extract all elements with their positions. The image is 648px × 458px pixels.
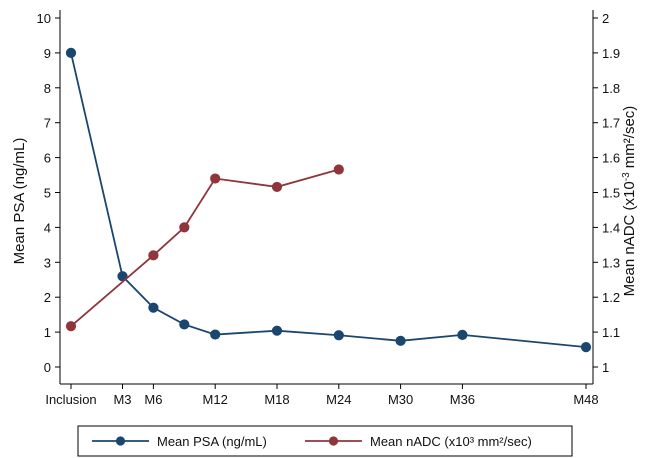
y-right-tick-label: 1 bbox=[602, 360, 609, 375]
y-left-tick-label: 2 bbox=[44, 290, 51, 305]
x-tick-label: M3 bbox=[113, 392, 131, 407]
y-left-tick-label: 4 bbox=[44, 220, 51, 235]
x-tick-label: M36 bbox=[450, 392, 475, 407]
y-right-tick-label: 1.8 bbox=[602, 81, 620, 96]
y-left-tick-label: 3 bbox=[44, 255, 51, 270]
data-point-psa bbox=[271, 325, 283, 336]
y-right-tick-label: 1.2 bbox=[602, 290, 620, 305]
data-point-psa bbox=[395, 335, 406, 346]
y-right-axis-title-main: Mean nADC (x10 bbox=[621, 181, 638, 296]
data-point-nadc bbox=[148, 250, 159, 261]
x-tick-label: M12 bbox=[203, 392, 228, 407]
x-tick-label: M30 bbox=[388, 392, 413, 407]
y-right-tick-label: 1.1 bbox=[602, 325, 620, 340]
y-right-tick-label: 1.6 bbox=[602, 151, 620, 166]
data-point-psa bbox=[179, 319, 190, 330]
x-tick-label: M48 bbox=[573, 392, 598, 407]
y-left-tick-label: 1 bbox=[44, 325, 51, 340]
y-left-tick-label: 0 bbox=[44, 360, 51, 375]
y-right-tick-label: 1.7 bbox=[602, 116, 620, 131]
y-right-tick-label: 2 bbox=[602, 11, 609, 26]
data-point-psa bbox=[210, 329, 221, 340]
chart-axes: 0 1 2 3 4 5 6 7 8 9 10 1 1.1 1.2 1.3 1.4 1.5 1.6 1.7 1.8 1.9… bbox=[11, 10, 638, 407]
series-line-psa bbox=[70, 52, 587, 349]
y-right-axis-title-sup: -3 bbox=[621, 172, 632, 181]
data-point-psa bbox=[457, 329, 468, 340]
x-tick-label: Inclusion bbox=[45, 392, 96, 407]
y-right-tick-label: 1.3 bbox=[602, 255, 620, 270]
x-tick-label: M6 bbox=[144, 392, 162, 407]
y-left-tick-label: 10 bbox=[37, 11, 51, 26]
chart-legend: Mean PSA (ng/mL) Mean nADC (x10³ mm²/sec) bbox=[77, 425, 573, 457]
legend-label: Mean nADC (x10³ mm²/sec) bbox=[370, 434, 532, 449]
data-point-nadc bbox=[333, 164, 344, 175]
y-right-tick-label: 1.5 bbox=[602, 186, 620, 201]
y-left-tick-label: 8 bbox=[44, 81, 51, 96]
y-left-tick-label: 9 bbox=[44, 46, 51, 61]
data-point-psa bbox=[148, 302, 159, 313]
x-tick-label: M18 bbox=[264, 392, 289, 407]
chart-series bbox=[65, 47, 592, 353]
y-left-tick-label: 6 bbox=[44, 151, 51, 166]
y-left-tick-label: 5 bbox=[44, 186, 51, 201]
data-point-nadc bbox=[65, 321, 77, 332]
legend-label: Mean PSA (ng/mL) bbox=[157, 434, 267, 449]
y-left-tick-label: 7 bbox=[44, 116, 51, 131]
x-tick-label: M24 bbox=[326, 392, 351, 407]
y-right-tick-label: 1.9 bbox=[602, 46, 620, 61]
series-line-nadc bbox=[70, 168, 340, 327]
data-point-nadc bbox=[179, 222, 190, 233]
data-point-psa bbox=[580, 342, 592, 353]
y-left-axis-title: Mean PSA (ng/mL) bbox=[11, 138, 28, 265]
legend-swatch-marker bbox=[328, 436, 339, 446]
data-point-psa bbox=[333, 330, 344, 341]
legend-swatch-marker bbox=[115, 436, 126, 446]
data-point-nadc bbox=[210, 173, 221, 184]
y-right-axis-title: Mean nADC (x10-3 mm²/sec) bbox=[621, 106, 639, 297]
y-right-tick-label: 1.4 bbox=[602, 220, 620, 235]
data-point-psa bbox=[65, 47, 77, 59]
data-point-nadc bbox=[271, 181, 283, 193]
y-right-axis-title-tail: mm²/sec) bbox=[621, 106, 638, 173]
